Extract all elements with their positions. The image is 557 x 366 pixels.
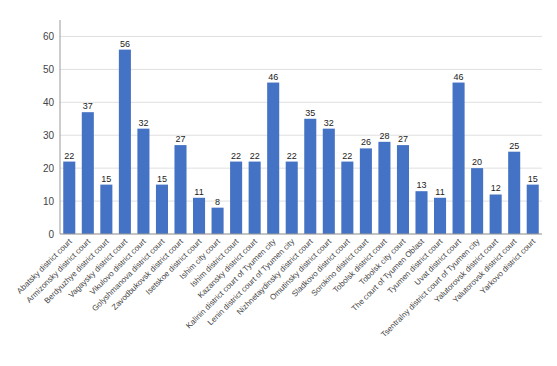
data-label: 46 (454, 72, 464, 82)
data-label: 8 (215, 197, 220, 207)
bar (137, 129, 149, 234)
y-tick-label: 10 (43, 196, 55, 207)
data-label: 56 (120, 39, 130, 49)
data-label: 22 (64, 151, 74, 161)
grid-line (60, 234, 542, 235)
bar (415, 191, 427, 234)
bar (267, 83, 279, 234)
bar (63, 162, 75, 234)
data-label: 28 (379, 131, 389, 141)
x-axis-line (60, 234, 542, 235)
data-label: 15 (101, 174, 111, 184)
bar (156, 185, 168, 234)
grid-line (60, 168, 542, 169)
data-label: 22 (250, 151, 260, 161)
x-tick-label: Golyshmanova district court (90, 237, 167, 314)
data-label: 32 (324, 118, 334, 128)
bar (193, 198, 205, 234)
data-label: 11 (194, 187, 203, 197)
bar (453, 83, 465, 234)
background (0, 0, 557, 366)
data-label: 35 (305, 108, 315, 118)
bar (119, 50, 131, 234)
data-label: 15 (528, 174, 538, 184)
bar (508, 152, 520, 234)
grid-line (60, 69, 542, 70)
bars (63, 50, 539, 234)
y-tick-label: 20 (43, 163, 55, 174)
data-label: 20 (472, 157, 482, 167)
data-label: 11 (435, 187, 444, 197)
grid-line (60, 102, 542, 103)
grid (60, 36, 542, 234)
bar (249, 162, 261, 234)
bar (341, 162, 353, 234)
y-tick-label: 0 (48, 229, 54, 240)
data-label: 46 (268, 72, 278, 82)
bar (471, 168, 483, 234)
data-label: 12 (491, 183, 501, 193)
data-label: 22 (287, 151, 297, 161)
data-label: 25 (509, 141, 519, 151)
bar (286, 162, 298, 234)
data-label: 32 (138, 118, 148, 128)
data-label: 22 (231, 151, 241, 161)
data-label: 26 (361, 137, 371, 147)
bar (360, 148, 372, 234)
bar (378, 142, 390, 234)
bar (527, 185, 539, 234)
y-tick-label: 40 (43, 97, 55, 108)
x-tick-label: Zavodbukovsk district court (110, 237, 185, 312)
data-label: 27 (175, 134, 185, 144)
bar (323, 129, 335, 234)
bar (174, 145, 186, 234)
y-axis-line (60, 20, 61, 234)
bar (100, 185, 112, 234)
data-label: 15 (157, 174, 167, 184)
data-label: 22 (342, 151, 352, 161)
data-label: 13 (416, 180, 426, 190)
bar (397, 145, 409, 234)
chart: 0 10 20 30 40 50 60 22 37 15 56 32 15 27 11 8 22 22 46 22 35… (0, 0, 557, 366)
bar (304, 119, 316, 234)
bar (230, 162, 242, 234)
grid-line (60, 201, 542, 202)
bar (212, 208, 224, 234)
grid-line (60, 36, 542, 37)
bar (490, 194, 502, 234)
data-label: 37 (83, 101, 93, 111)
y-tick-label: 60 (43, 31, 55, 42)
x-tick-label: Yarkovo district court (478, 237, 537, 296)
bar (434, 198, 446, 234)
data-label: 27 (398, 134, 408, 144)
y-tick-label: 30 (43, 130, 55, 141)
grid-line (60, 135, 542, 136)
x-tick-label: Nizhnetaydinsky district court (235, 237, 315, 317)
bar (82, 112, 94, 234)
y-tick-label: 50 (43, 64, 55, 75)
